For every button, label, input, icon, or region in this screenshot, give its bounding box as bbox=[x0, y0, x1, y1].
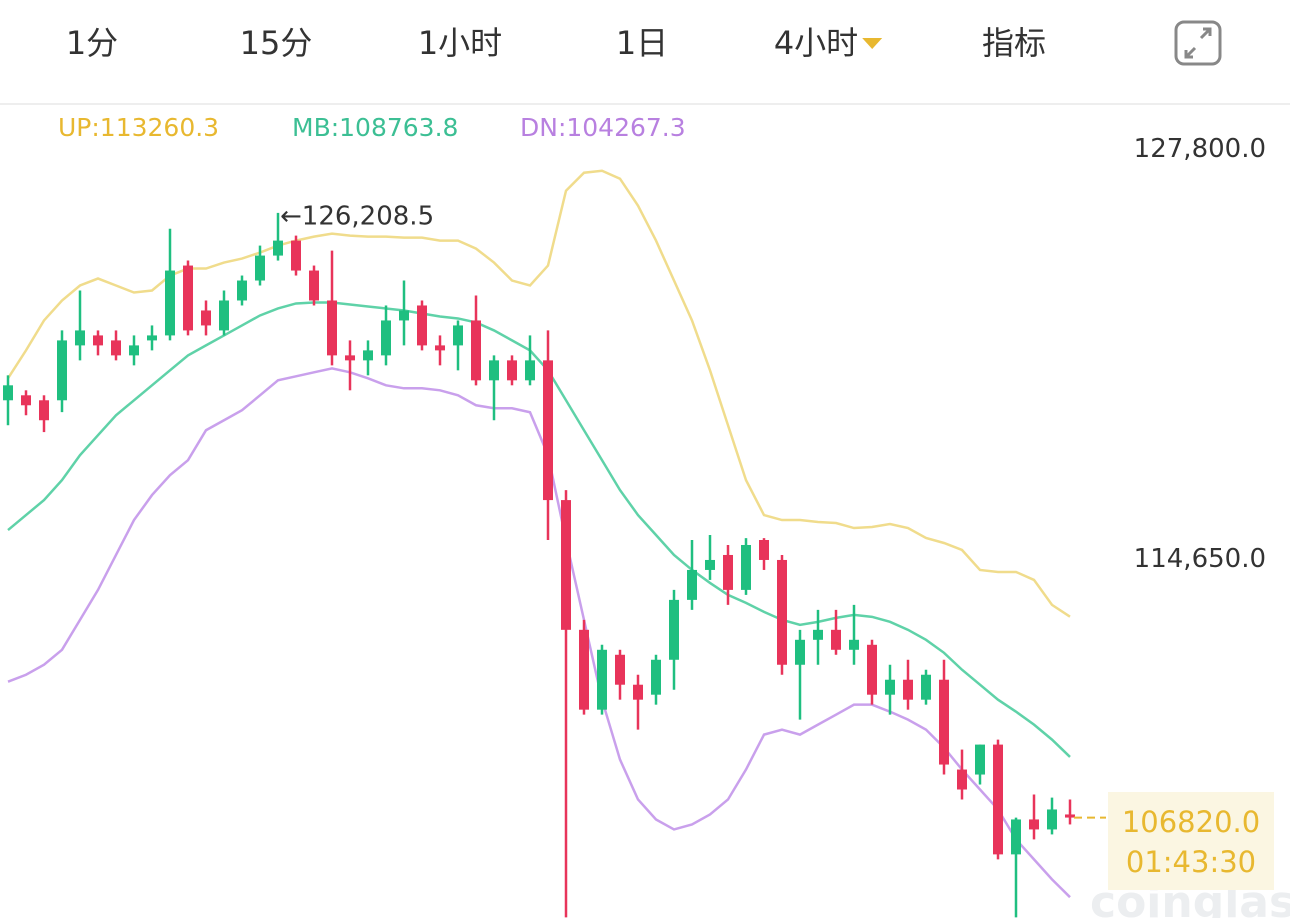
y-tick-label: 127,800.0 bbox=[1134, 134, 1266, 164]
candle-body bbox=[741, 544, 751, 590]
candle-body bbox=[1011, 819, 1021, 855]
candle-body bbox=[759, 540, 769, 560]
candle-body bbox=[975, 744, 985, 775]
band-line bbox=[7, 301, 1071, 758]
candle-body bbox=[561, 500, 571, 630]
candle-body bbox=[795, 639, 805, 665]
candle-body bbox=[39, 400, 49, 421]
tab[interactable]: 1日 bbox=[616, 24, 668, 62]
candle-body bbox=[705, 559, 715, 570]
candle-body bbox=[633, 684, 643, 700]
y-tick-label: 114,650.0 bbox=[1134, 544, 1266, 574]
tab[interactable]: 4小时 bbox=[774, 24, 858, 62]
high-annotation: ←126,208.5 bbox=[280, 201, 434, 231]
candle-body bbox=[129, 345, 139, 356]
candle-body bbox=[867, 644, 877, 695]
candle-body bbox=[327, 300, 337, 356]
candle-body bbox=[183, 265, 193, 331]
candle-body bbox=[291, 240, 301, 271]
candle-body bbox=[651, 659, 661, 695]
candle-body bbox=[363, 350, 373, 361]
candle-body bbox=[993, 744, 1003, 855]
candle-body bbox=[147, 335, 157, 341]
candle-body bbox=[489, 360, 499, 381]
candle-body bbox=[309, 270, 319, 301]
candle-body bbox=[471, 320, 481, 381]
tab[interactable]: 1小时 bbox=[418, 24, 502, 62]
candle-body bbox=[57, 340, 67, 401]
candle-body bbox=[255, 255, 265, 281]
candle-body bbox=[75, 330, 85, 346]
price-box bbox=[1108, 792, 1274, 890]
fullscreen-icon[interactable] bbox=[1174, 20, 1222, 66]
candle-body bbox=[597, 649, 607, 710]
candle-body bbox=[1047, 809, 1057, 830]
candle-body bbox=[1065, 814, 1075, 818]
tab[interactable]: 指标 bbox=[982, 24, 1046, 62]
legend-entry: DN:104267.3 bbox=[520, 113, 686, 142]
candle-body bbox=[111, 340, 121, 356]
candle-body bbox=[1029, 819, 1039, 830]
candle-body bbox=[525, 360, 535, 381]
chart: 127,800.0 114,650.0 UP:113260.3 MB:108763.8… bbox=[3, 113, 1274, 918]
candle-body bbox=[21, 395, 31, 406]
last-price-label: 106820.0 bbox=[1122, 805, 1260, 839]
candle-body bbox=[399, 310, 409, 321]
candle-body bbox=[723, 554, 733, 590]
candle-body bbox=[3, 385, 13, 401]
dropdown-caret bbox=[862, 38, 883, 49]
candle-body bbox=[381, 320, 391, 356]
candle-body bbox=[921, 674, 931, 700]
candle-body bbox=[93, 335, 103, 346]
candle-body bbox=[957, 769, 967, 790]
candle-body bbox=[885, 679, 895, 695]
tab-bar: 1分 15分 1小时 1日 4小时 指标 bbox=[66, 24, 1046, 62]
candle-body bbox=[165, 270, 175, 336]
candle-body bbox=[507, 360, 517, 381]
candle-body bbox=[435, 345, 445, 351]
candle-body bbox=[939, 679, 949, 765]
legend-entry: UP:113260.3 bbox=[58, 113, 219, 142]
candle-body bbox=[345, 355, 355, 361]
candle-body bbox=[237, 280, 247, 301]
candle-body bbox=[669, 599, 679, 660]
tab[interactable]: 1分 bbox=[66, 24, 118, 62]
tab[interactable]: 15分 bbox=[240, 24, 313, 62]
candle-body bbox=[831, 629, 841, 650]
band-line bbox=[7, 367, 1071, 899]
candle-body bbox=[417, 305, 427, 346]
countdown: 01:43:30 bbox=[1126, 845, 1256, 879]
candle-body bbox=[273, 240, 283, 256]
candle-body bbox=[579, 629, 589, 710]
icon-arrows bbox=[1184, 27, 1212, 59]
candle-body bbox=[543, 360, 553, 501]
candle-body bbox=[615, 654, 625, 685]
icon-frame bbox=[1174, 20, 1222, 66]
candle-body bbox=[777, 559, 787, 665]
candle-body bbox=[453, 325, 463, 346]
candle-body bbox=[219, 300, 229, 331]
candle-body bbox=[201, 310, 211, 326]
candle-body bbox=[813, 629, 823, 640]
candle-body bbox=[903, 679, 913, 700]
legend-entry: MB:108763.8 bbox=[292, 113, 458, 142]
candle-body bbox=[687, 569, 697, 600]
candle-body bbox=[849, 639, 859, 650]
